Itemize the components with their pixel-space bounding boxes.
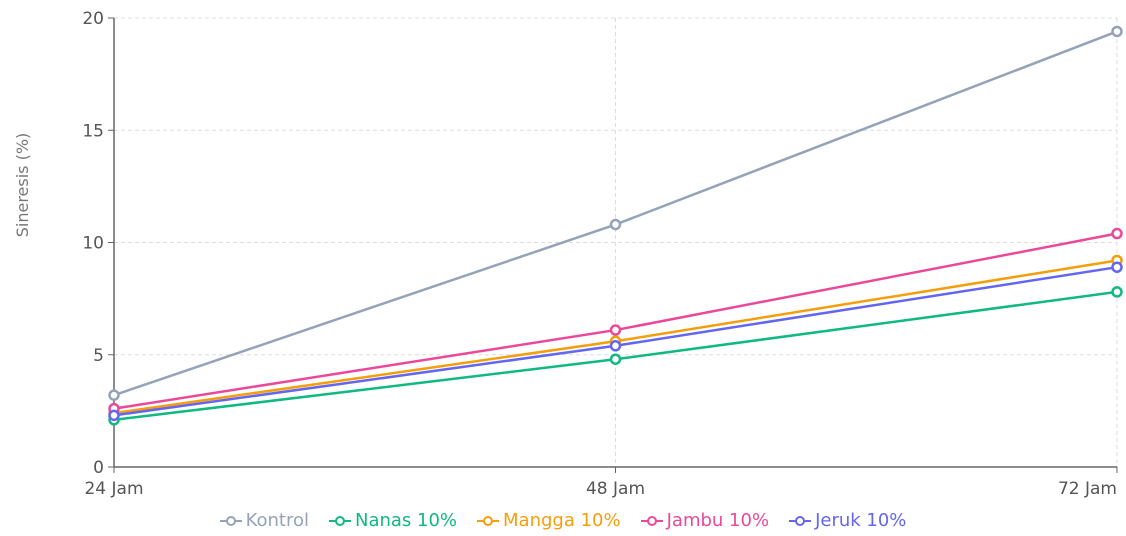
legend-icon [640,515,663,526]
y-tick-label: 10 [82,234,104,254]
data-point [609,353,622,365]
legend-marker [646,515,657,526]
legend-item[interactable]: Jambu 10% [640,510,770,531]
y-axis-label: Sineresis (%) [13,133,32,238]
legend-marker [225,515,236,526]
legend-item[interactable]: Nanas 10% [328,510,458,531]
legend-label: Mangga 10% [503,510,621,531]
data-point [609,324,622,336]
data-point [1111,261,1123,273]
legend-icon [219,515,242,526]
legend-icon [328,515,351,526]
x-tick-label: 24 Jam [84,479,143,499]
data-point [108,409,120,422]
legend-item[interactable]: Kontrol [219,510,309,531]
legend-label: Nanas 10% [354,510,458,531]
legend-label: Jambu 10% [666,510,770,531]
y-tick-label: 0 [93,458,104,478]
x-tick-label: 72 Jam [1058,479,1117,499]
y-tick-label: 15 [82,121,104,141]
legend-marker [334,515,345,526]
data-point [609,340,622,352]
legend: Kontrol Nanas 10% Mangga 10% Jambu 10% Jeruk… [0,510,1126,531]
y-tick-label: 20 [82,9,104,29]
data-point [1111,25,1123,38]
y-tick-label: 5 [93,346,104,366]
legend-marker [795,515,806,526]
legend-marker [483,515,494,526]
data-point [609,218,622,231]
legend-label: Jeruk 10% [815,510,907,531]
legend-icon [789,515,812,526]
legend-item[interactable]: Jeruk 10% [789,510,906,531]
data-point [108,389,120,401]
data-point [1111,286,1123,298]
legend-item[interactable]: Mangga 10% [477,510,621,531]
x-tick-label: 48 Jam [586,479,645,499]
legend-icon [477,515,500,526]
data-point [1111,227,1123,240]
chart: Sineresis (%) 0 5 10 15 20 24 Jam 48 Jam 72 Jam [13,9,1123,499]
legend-label: Kontrol [245,510,309,531]
